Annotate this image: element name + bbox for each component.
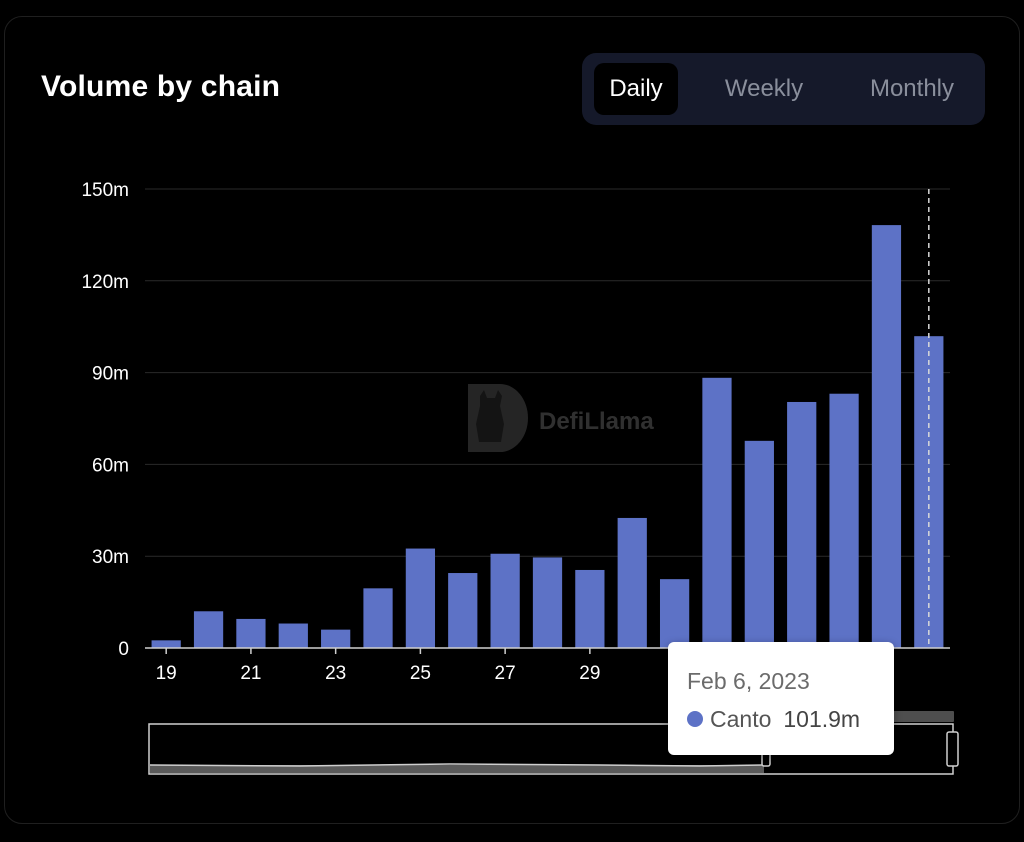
y-tick-label: 0 bbox=[118, 639, 129, 660]
x-tick-label: 23 bbox=[325, 663, 346, 684]
series-color-dot bbox=[687, 710, 703, 727]
tab-daily[interactable]: Daily bbox=[594, 63, 678, 115]
bar[interactable] bbox=[532, 557, 563, 648]
bar[interactable] bbox=[405, 548, 436, 648]
slider-filled-area bbox=[150, 765, 764, 773]
tooltip: Feb 6, 2023 Canto 101.9m bbox=[668, 642, 894, 755]
y-tick-label: 120m bbox=[81, 272, 129, 293]
tooltip-date: Feb 6, 2023 bbox=[687, 668, 810, 694]
x-tick-label: 29 bbox=[579, 663, 600, 684]
bar[interactable] bbox=[829, 393, 859, 648]
bar[interactable] bbox=[575, 569, 605, 648]
x-tick-label: 19 bbox=[156, 663, 177, 684]
bar[interactable] bbox=[321, 629, 351, 648]
x-tick-label: 27 bbox=[495, 663, 516, 684]
tab-monthly[interactable]: Monthly bbox=[869, 75, 955, 102]
bars bbox=[151, 225, 944, 648]
tab-weekly[interactable]: Weekly bbox=[724, 75, 804, 102]
bar[interactable] bbox=[448, 573, 478, 648]
watermark-text: DefiLlama bbox=[539, 408, 654, 435]
llama-logo-icon bbox=[468, 384, 528, 452]
bar[interactable] bbox=[702, 377, 732, 648]
y-tick-label: 90m bbox=[92, 364, 129, 385]
bar[interactable] bbox=[659, 579, 690, 648]
grid-lines bbox=[145, 188, 950, 557]
bar[interactable] bbox=[278, 623, 308, 648]
x-tick-label: 21 bbox=[240, 663, 261, 684]
bar[interactable] bbox=[871, 225, 902, 648]
bar[interactable] bbox=[363, 588, 393, 648]
tooltip-series-name: Canto bbox=[710, 706, 772, 732]
watermark: DefiLlama bbox=[468, 384, 654, 452]
bar[interactable] bbox=[151, 640, 181, 648]
tooltip-value: 101.9m bbox=[783, 706, 861, 732]
bar[interactable] bbox=[236, 618, 266, 648]
chart-title: Volume by chain bbox=[41, 70, 281, 103]
slider-sparkline bbox=[149, 763, 765, 767]
bar[interactable] bbox=[490, 553, 520, 648]
y-axis: 0 30m 60m 90m 120m 150m bbox=[81, 180, 129, 660]
y-tick-label: 60m bbox=[92, 455, 129, 476]
bar[interactable] bbox=[787, 401, 817, 648]
bar[interactable] bbox=[744, 440, 774, 648]
slider-right-handle[interactable] bbox=[946, 731, 959, 767]
y-tick-label: 150m bbox=[81, 180, 129, 201]
bar[interactable] bbox=[617, 517, 647, 648]
period-tabs: Daily Weekly Monthly bbox=[582, 53, 985, 125]
x-tick-label: 25 bbox=[410, 663, 431, 684]
tooltip-row: Canto 101.9m bbox=[687, 706, 860, 733]
bar[interactable] bbox=[193, 611, 224, 648]
y-tick-label: 30m bbox=[92, 547, 129, 568]
